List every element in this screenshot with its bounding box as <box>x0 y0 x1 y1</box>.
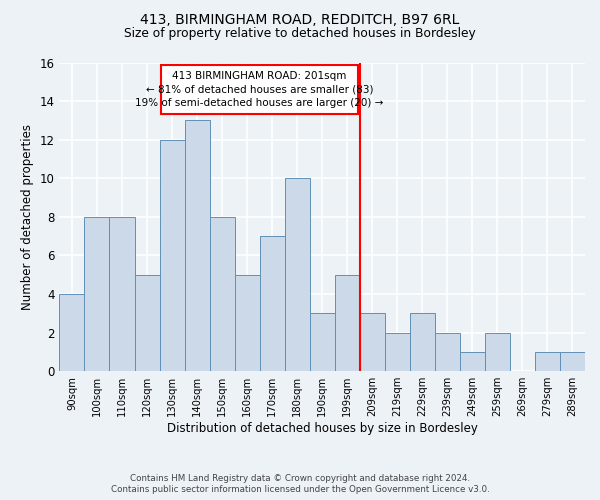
Text: Contains HM Land Registry data © Crown copyright and database right 2024.
Contai: Contains HM Land Registry data © Crown c… <box>110 474 490 494</box>
Bar <box>310 314 335 371</box>
Bar <box>284 178 310 371</box>
Bar <box>109 217 134 371</box>
Bar <box>185 120 209 371</box>
Bar <box>209 217 235 371</box>
Bar <box>535 352 560 371</box>
Text: 413, BIRMINGHAM ROAD, REDDITCH, B97 6RL: 413, BIRMINGHAM ROAD, REDDITCH, B97 6RL <box>140 12 460 26</box>
Bar <box>260 236 284 371</box>
Bar <box>59 294 85 371</box>
Text: 413 BIRMINGHAM ROAD: 201sqm: 413 BIRMINGHAM ROAD: 201sqm <box>172 71 347 81</box>
Bar <box>385 332 410 371</box>
Bar <box>134 274 160 371</box>
Bar <box>85 217 109 371</box>
Bar <box>485 332 510 371</box>
Text: ← 81% of detached houses are smaller (83): ← 81% of detached houses are smaller (83… <box>146 84 373 94</box>
Bar <box>335 274 360 371</box>
Bar <box>235 274 260 371</box>
Text: 19% of semi-detached houses are larger (20) →: 19% of semi-detached houses are larger (… <box>136 98 384 108</box>
Bar <box>460 352 485 371</box>
Bar <box>160 140 185 371</box>
Bar <box>560 352 585 371</box>
X-axis label: Distribution of detached houses by size in Bordesley: Distribution of detached houses by size … <box>167 422 478 435</box>
FancyBboxPatch shape <box>161 66 358 114</box>
Bar <box>435 332 460 371</box>
Y-axis label: Number of detached properties: Number of detached properties <box>21 124 34 310</box>
Bar <box>360 314 385 371</box>
Bar <box>410 314 435 371</box>
Text: Size of property relative to detached houses in Bordesley: Size of property relative to detached ho… <box>124 28 476 40</box>
